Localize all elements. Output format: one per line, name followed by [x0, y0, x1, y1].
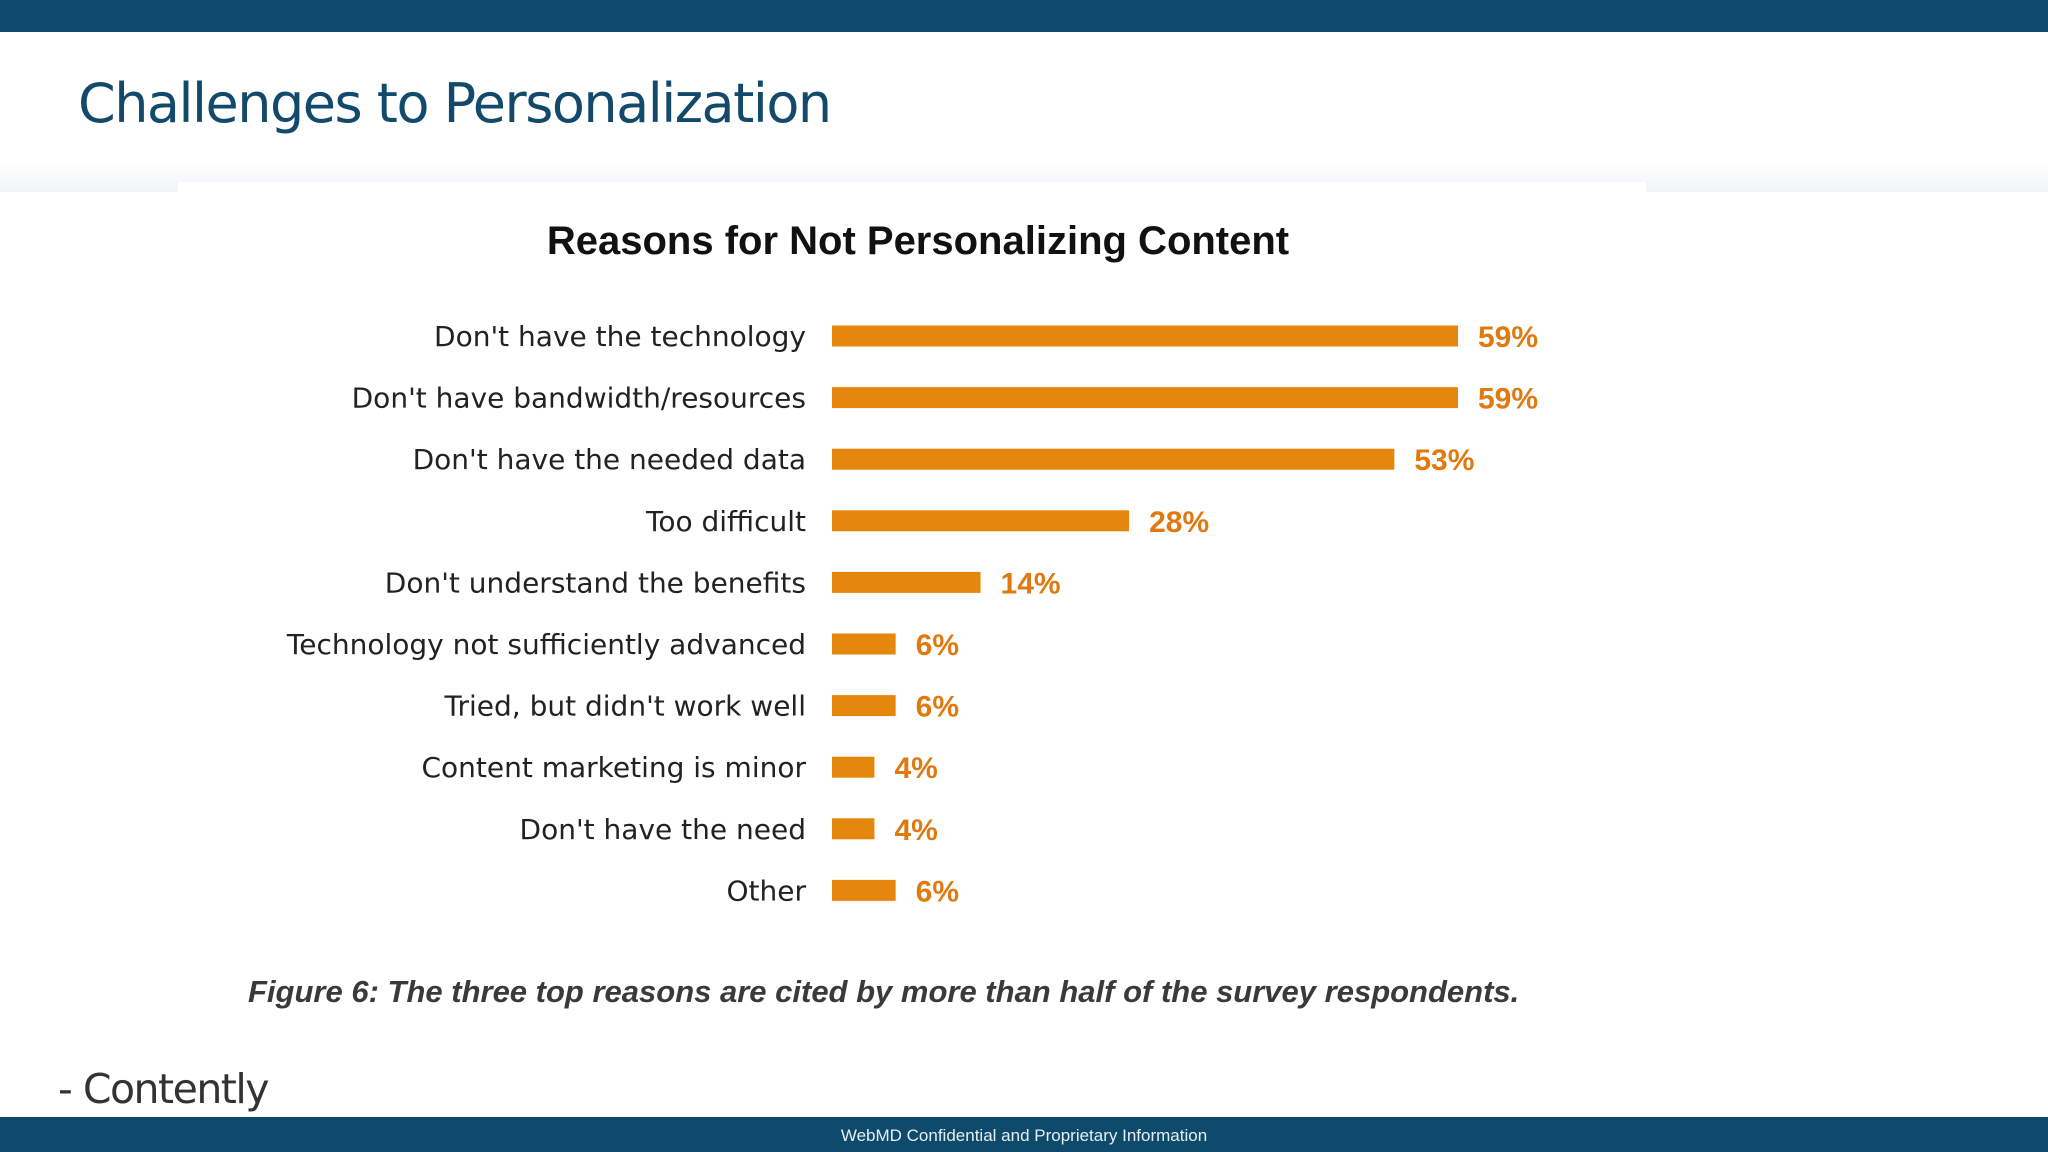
bar — [832, 818, 875, 840]
footer-bar: WebMD Confidential and Proprietary Infor… — [0, 1117, 2048, 1152]
category-label: Don't have bandwidth/resources — [352, 382, 806, 415]
value-label: 6% — [916, 691, 959, 724]
value-label: 4% — [894, 752, 937, 785]
chart-title: Reasons for Not Personalizing Content — [547, 219, 1289, 263]
value-label: 6% — [916, 629, 959, 662]
category-label: Don't understand the benefits — [385, 566, 806, 599]
bar — [832, 695, 896, 717]
value-label: 28% — [1149, 506, 1209, 539]
bar — [832, 510, 1130, 532]
category-label: Don't have the need — [520, 813, 806, 846]
value-label: 53% — [1414, 444, 1474, 477]
category-label: Other — [726, 874, 806, 907]
category-label: Technology not sufficiently advanced — [286, 628, 806, 661]
slide-title: Challenges to Personalization — [78, 72, 832, 135]
value-label: 59% — [1478, 321, 1538, 354]
value-label: 4% — [894, 814, 937, 847]
category-label: Tried, but didn't work well — [444, 690, 806, 723]
category-label: Too difficult — [645, 505, 806, 538]
bar — [832, 756, 875, 778]
bar — [832, 325, 1458, 347]
bar — [832, 387, 1458, 409]
bar-chart: Reasons for Not Personalizing Content Do… — [286, 219, 1538, 908]
bar — [832, 571, 981, 593]
bar — [832, 879, 896, 901]
value-label: 6% — [916, 875, 959, 908]
value-label: 14% — [1001, 567, 1061, 600]
bar — [832, 633, 896, 655]
category-label: Don't have the needed data — [413, 443, 806, 476]
top-brand-bar — [0, 0, 2048, 32]
category-label: Content marketing is minor — [421, 751, 806, 784]
bar — [832, 448, 1395, 470]
source-credit: - Contently — [58, 1065, 270, 1113]
value-label: 59% — [1478, 383, 1538, 416]
header-band — [0, 32, 2048, 192]
category-label: Don't have the technology — [434, 320, 806, 353]
footer-text: WebMD Confidential and Proprietary Infor… — [840, 1126, 1208, 1145]
chart-caption: Figure 6: The three top reasons are cite… — [248, 974, 1520, 1009]
bars-layer: Don't have the technology 59% Don't have b… — [286, 320, 1538, 908]
chart-panel: Reasons for Not Personalizing Content Do… — [178, 182, 1646, 1040]
